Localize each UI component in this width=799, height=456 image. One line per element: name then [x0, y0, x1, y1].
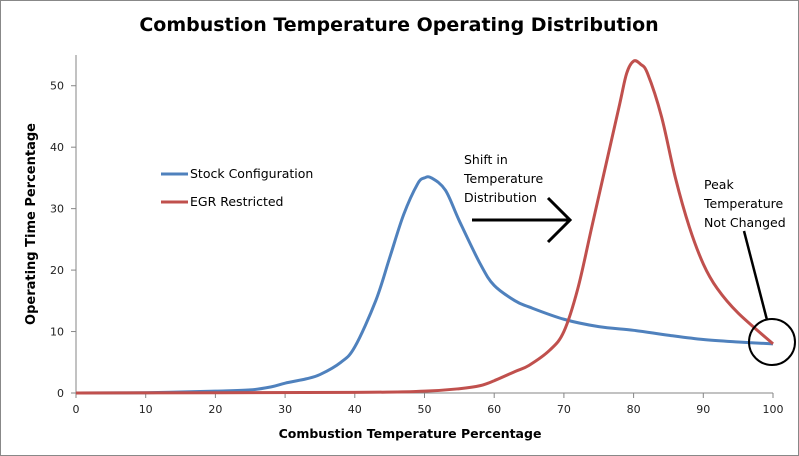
annotation-peak: Peak Temperature Not Changed	[703, 177, 796, 366]
x-tick-label: 0	[73, 403, 80, 416]
y-tick-label: 40	[50, 141, 64, 154]
y-tick-label: 30	[50, 203, 64, 216]
annotation-peak-line1: Peak	[704, 177, 734, 192]
annotation-shift-line2: Temperature	[463, 171, 543, 186]
peak-pointer-line	[742, 230, 769, 321]
y-tick-label: 50	[50, 80, 64, 93]
legend-label-egr: EGR Restricted	[190, 194, 283, 209]
annotation-shift-line1: Shift in	[464, 152, 508, 167]
chart-title: Combustion Temperature Operating Distrib…	[139, 14, 658, 36]
x-tick-label: 90	[696, 403, 710, 416]
x-tick-label: 60	[487, 403, 501, 416]
x-tick-label: 70	[557, 403, 571, 416]
x-tick-label: 100	[763, 403, 784, 416]
y-tick-label: 0	[57, 387, 64, 400]
annotation-shift-line3: Distribution	[464, 190, 537, 205]
x-axis-label: Combustion Temperature Percentage	[279, 426, 542, 441]
x-tick-label: 80	[627, 403, 641, 416]
annotation-shift: Shift in Temperature Distribution	[463, 152, 573, 244]
x-tick-label: 40	[348, 403, 362, 416]
x-tick-label: 30	[278, 403, 292, 416]
x-tick-label: 50	[418, 403, 432, 416]
y-tick-label: 20	[50, 264, 64, 277]
peak-circle-marker	[748, 318, 796, 366]
legend-label-stock: Stock Configuration	[190, 166, 313, 181]
series-line-stock-configuration	[75, 175, 774, 395]
y-axis-label: Operating Time Percentage	[24, 123, 39, 325]
annotation-peak-line3: Not Changed	[704, 215, 786, 230]
series-line-egr-restricted	[75, 59, 774, 395]
legend: Stock Configuration EGR Restricted	[161, 166, 313, 209]
y-tick-label: 10	[50, 326, 64, 339]
x-tick-label: 10	[139, 403, 153, 416]
shift-arrow-icon	[472, 196, 573, 244]
x-tick-label: 20	[208, 403, 222, 416]
annotation-peak-line2: Temperature	[703, 196, 783, 211]
